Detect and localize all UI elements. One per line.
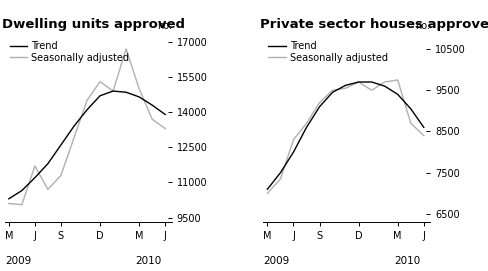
Trend (45, 162, 51, 165)
Seasonally adjusted (329, 89, 335, 92)
Trend (381, 85, 387, 88)
Trend (84, 108, 90, 111)
Seasonally adjusted (136, 87, 142, 90)
Seasonally adjusted (162, 127, 168, 130)
Seasonally adjusted (342, 86, 348, 90)
Trend (342, 84, 348, 87)
Trend (149, 104, 155, 107)
Trend (355, 80, 361, 84)
Line: Trend: Trend (267, 82, 423, 189)
Text: Private sector houses approved: Private sector houses approved (260, 18, 488, 31)
Seasonally adjusted (420, 134, 426, 137)
Seasonally adjusted (290, 138, 296, 141)
Seasonally adjusted (6, 202, 12, 205)
Text: 2009: 2009 (263, 256, 289, 266)
Text: 2010: 2010 (393, 256, 419, 266)
Trend (58, 143, 64, 147)
Trend (123, 91, 129, 94)
Seasonally adjusted (123, 47, 129, 50)
Seasonally adjusted (407, 122, 413, 125)
Seasonally adjusted (264, 192, 270, 195)
Seasonally adjusted (368, 89, 374, 92)
Seasonally adjusted (110, 89, 116, 93)
Trend (110, 89, 116, 93)
Line: Seasonally adjusted: Seasonally adjusted (267, 80, 423, 193)
Seasonally adjusted (58, 174, 64, 177)
Trend (407, 107, 413, 111)
Legend: Trend, Seasonally adjusted: Trend, Seasonally adjusted (10, 41, 129, 63)
Trend (316, 105, 322, 108)
Legend: Trend, Seasonally adjusted: Trend, Seasonally adjusted (268, 41, 387, 63)
Seasonally adjusted (381, 80, 387, 84)
Text: Dwelling units approved: Dwelling units approved (1, 18, 184, 31)
Seasonally adjusted (303, 122, 309, 125)
Seasonally adjusted (71, 136, 77, 140)
Seasonally adjusted (355, 80, 361, 84)
Trend (277, 171, 283, 174)
Trend (71, 125, 77, 128)
Seasonally adjusted (97, 80, 103, 83)
Trend (162, 113, 168, 116)
Line: Trend: Trend (9, 91, 165, 199)
Trend (264, 188, 270, 191)
Seasonally adjusted (19, 203, 25, 206)
Trend (329, 91, 335, 94)
Trend (136, 95, 142, 99)
Trend (394, 93, 400, 96)
Text: 2010: 2010 (135, 256, 161, 266)
Seasonally adjusted (45, 188, 51, 191)
Seasonally adjusted (149, 118, 155, 121)
Trend (6, 197, 12, 201)
Line: Seasonally adjusted: Seasonally adjusted (9, 49, 165, 205)
Trend (303, 126, 309, 129)
Trend (97, 94, 103, 97)
Seasonally adjusted (316, 101, 322, 104)
Text: 2009: 2009 (5, 256, 31, 266)
Seasonally adjusted (394, 78, 400, 82)
Seasonally adjusted (84, 99, 90, 102)
Trend (368, 80, 374, 84)
Text: no.: no. (157, 21, 171, 31)
Seasonally adjusted (32, 164, 38, 168)
Seasonally adjusted (277, 177, 283, 180)
Text: no.: no. (414, 21, 429, 31)
Trend (19, 189, 25, 192)
Trend (420, 126, 426, 129)
Trend (32, 176, 38, 179)
Trend (290, 150, 296, 154)
